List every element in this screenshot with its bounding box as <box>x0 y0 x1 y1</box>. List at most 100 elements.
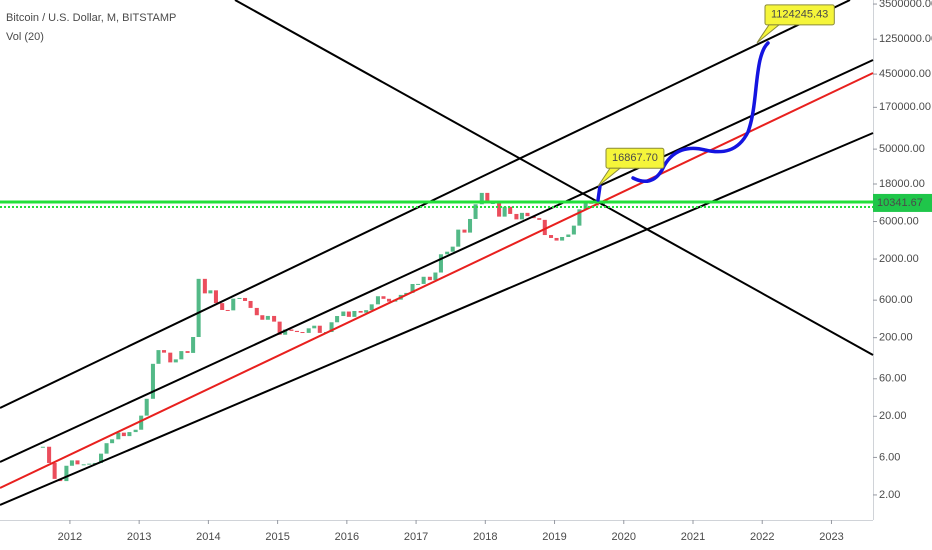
candle <box>69 460 74 466</box>
candle <box>81 464 86 466</box>
x-tick-label: 2018 <box>473 531 497 543</box>
candle <box>52 462 57 479</box>
candle <box>438 254 443 273</box>
candle <box>421 276 426 284</box>
candle <box>179 351 184 360</box>
candle <box>294 330 299 333</box>
candle <box>410 284 415 293</box>
candle <box>127 432 132 437</box>
candle <box>514 213 519 220</box>
candle <box>381 296 386 299</box>
y-tick-label: 18000.00 <box>879 178 925 190</box>
y-tick-label: 450000.00 <box>879 68 931 80</box>
candle <box>566 234 571 237</box>
candle <box>202 278 207 294</box>
y-tick-label: 170000.00 <box>879 101 931 113</box>
candle <box>277 321 282 335</box>
candle <box>369 304 374 311</box>
candle <box>497 202 502 217</box>
candle <box>427 276 432 281</box>
candle <box>375 296 380 305</box>
candle <box>462 229 467 233</box>
candle <box>502 206 507 217</box>
candle <box>300 332 305 334</box>
trend-line <box>0 0 851 409</box>
candle <box>139 415 144 430</box>
x-tick-label: 2023 <box>819 531 843 543</box>
candle <box>583 201 588 210</box>
candle <box>110 439 115 444</box>
candle <box>537 218 542 220</box>
candle <box>346 311 351 317</box>
candle <box>577 209 582 226</box>
x-tick-label: 2021 <box>681 531 705 543</box>
candle <box>254 307 259 316</box>
candle <box>416 283 421 285</box>
candle <box>479 192 484 205</box>
candle <box>144 398 149 416</box>
y-tick-label: 20.00 <box>879 410 907 422</box>
candle <box>468 218 473 233</box>
candle <box>450 246 455 252</box>
x-tick-label: 2016 <box>335 531 359 543</box>
candle <box>87 463 92 465</box>
candle <box>306 328 311 333</box>
trend-line <box>0 72 874 489</box>
candle <box>64 465 69 482</box>
x-tick-label: 2015 <box>265 531 289 543</box>
candle <box>185 351 190 353</box>
callout: 1124245.43 <box>756 4 835 44</box>
trend-line <box>0 59 874 463</box>
chart-title: Bitcoin / U.S. Dollar, M, BITSTAMP <box>6 12 176 24</box>
candle <box>542 219 547 236</box>
candle <box>283 329 288 335</box>
candle <box>329 322 334 333</box>
candle <box>237 297 242 299</box>
x-tick-label: 2020 <box>612 531 636 543</box>
candle <box>99 453 104 463</box>
candle <box>473 204 478 219</box>
candle <box>358 310 363 313</box>
candle <box>560 236 565 241</box>
callout-box <box>764 4 835 26</box>
candle <box>47 446 52 463</box>
candle <box>265 315 270 320</box>
candle <box>352 310 357 317</box>
candle <box>508 206 513 214</box>
candle <box>156 350 161 364</box>
candle <box>133 429 138 433</box>
candle <box>208 290 213 294</box>
callout: 16867.70 <box>597 147 665 187</box>
y-tick-label: 2000.00 <box>879 253 919 265</box>
candle <box>162 350 167 353</box>
candle <box>260 315 265 320</box>
callout-pointer <box>756 24 781 44</box>
candle <box>213 290 218 304</box>
candle <box>519 212 524 220</box>
y-tick-label: 1250000.00 <box>879 33 932 45</box>
x-tick-label: 2012 <box>58 531 82 543</box>
freehand-drawing <box>596 41 770 202</box>
x-tick-label: 2017 <box>404 531 428 543</box>
candle <box>317 325 322 333</box>
y-tick-label: 3500000.00 <box>879 0 932 10</box>
candle <box>225 309 230 311</box>
candle <box>456 229 461 247</box>
candle <box>312 325 317 329</box>
callout-label: 1124245.43 <box>771 9 828 21</box>
candle <box>231 298 236 311</box>
y-tick-label: 2.00 <box>879 489 900 501</box>
candle <box>525 212 530 217</box>
candle <box>196 278 201 337</box>
callout-label: 16867.70 <box>612 152 658 164</box>
indicator-label: Vol (20) <box>6 31 44 43</box>
trend-line <box>0 132 874 506</box>
candle <box>272 315 277 322</box>
y-tick-label: 6.00 <box>879 451 900 463</box>
y-tick-label: 6000.00 <box>879 215 919 227</box>
callout-box <box>605 147 665 169</box>
candle <box>341 311 346 317</box>
drawings <box>0 0 874 506</box>
